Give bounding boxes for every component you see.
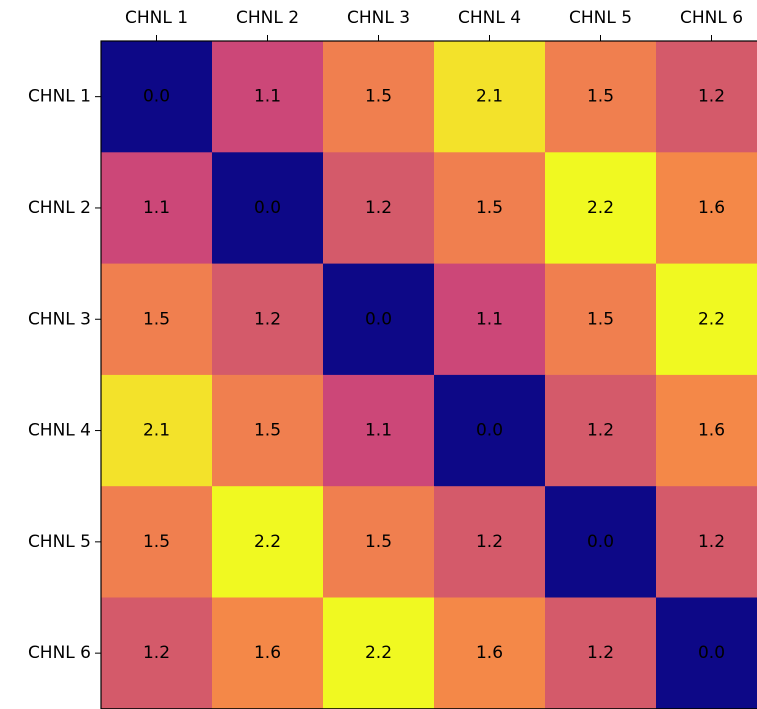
x-axis-ticks: CHNL 1 CHNL 2 CHNL 3 CHNL 4 CHNL 5 CHNL 6 [125, 8, 743, 41]
heatmap-cell-r5-c3 [323, 486, 435, 598]
heatmap-cell-r4-c3 [323, 374, 435, 487]
heatmap-cell-r5-c1 [101, 486, 213, 598]
x-tick-label-3: CHNL 3 [347, 8, 410, 28]
cell-value-label-r3-c3: 0.0 [365, 309, 392, 329]
cell-value-label-r4-c2: 1.5 [254, 421, 281, 441]
heatmap-cell-r2-c6 [656, 152, 757, 265]
y-tick-label-4: CHNL 4 [28, 421, 91, 441]
cell-value-label-r2-c4: 1.5 [476, 198, 503, 218]
heatmap-cell-r2-c2 [212, 152, 324, 265]
heatmap-cell-r1-c4 [434, 41, 546, 153]
y-tick-label-6: CHNL 6 [28, 643, 91, 663]
heatmap-cell-r4-c6 [656, 374, 757, 487]
x-tick-label-5: CHNL 5 [569, 8, 632, 28]
heatmap-cell-r3-c5 [545, 263, 657, 376]
heatmap-cell-r5-c4 [434, 486, 546, 598]
cell-value-label-r4-c6: 1.6 [698, 421, 725, 441]
cell-value-label-r6-c2: 1.6 [254, 643, 281, 663]
heatmap-cell-r1-c5 [545, 41, 657, 153]
cell-value-label-r1-c2: 1.1 [254, 87, 281, 107]
cell-value-label-r6-c5: 1.2 [587, 643, 614, 663]
heatmap-cell-r1-c6 [656, 41, 757, 153]
x-tick-label-6: CHNL 6 [680, 8, 743, 28]
heatmap-cell-r6-c5 [545, 597, 657, 709]
cell-value-label-r5-c3: 1.5 [365, 532, 392, 552]
cell-value-label-r2-c6: 1.6 [698, 198, 725, 218]
heatmap-cell-r6-c2 [212, 597, 324, 709]
heatmap-cell-r3-c1 [101, 263, 213, 376]
heatmap-cell-r5-c6 [656, 486, 757, 598]
cell-value-label-r5-c4: 1.2 [476, 532, 503, 552]
heatmap-cell-labels: 0.0 1.1 1.5 2.1 1.5 1.2 1.1 0.0 1.2 1.5 2.2 1.6 1.5 1… [143, 87, 725, 664]
heatmap-cell-r2-c5 [545, 152, 657, 265]
y-tick-label-1: CHNL 1 [28, 87, 91, 107]
cell-value-label-r3-c5: 1.5 [587, 309, 614, 329]
cell-value-label-r4-c3: 1.1 [365, 421, 392, 441]
heatmap-cell-r6-c4 [434, 597, 546, 709]
x-tick-label-1: CHNL 1 [125, 8, 188, 28]
heatmap-cell-r3-c4 [434, 263, 546, 376]
cell-value-label-r4-c4: 0.0 [476, 421, 503, 441]
cell-value-label-r2-c1: 1.1 [143, 198, 170, 218]
cell-value-label-r6-c6: 0.0 [698, 643, 725, 663]
heatmap-cell-r4-c5 [545, 374, 657, 487]
heatmap-cell-r2-c1 [101, 152, 213, 265]
heatmap-cell-r3-c6 [656, 263, 757, 376]
cell-value-label-r6-c1: 1.2 [143, 643, 170, 663]
heatmap-cell-r2-c3 [323, 152, 435, 265]
y-tick-label-5: CHNL 5 [28, 532, 91, 552]
heatmap-cell-r3-c2 [212, 263, 324, 376]
heatmap-cell-r4-c2 [212, 374, 324, 487]
cell-value-label-r4-c5: 1.2 [587, 421, 614, 441]
cell-value-label-r1-c5: 1.5 [587, 87, 614, 107]
cell-value-label-r6-c4: 1.6 [476, 643, 503, 663]
y-tick-label-2: CHNL 2 [28, 198, 91, 218]
heatmap-cell-r3-c3 [323, 263, 435, 376]
y-axis-ticks: CHNL 1 CHNL 2 CHNL 3 CHNL 4 CHNL 5 CHNL 6 [28, 87, 101, 663]
cell-value-label-r1-c6: 1.2 [698, 87, 725, 107]
heatmap-cell-r4-c4 [434, 374, 546, 487]
heatmap-cell-r5-c2 [212, 486, 324, 598]
cell-value-label-r2-c2: 0.0 [254, 198, 281, 218]
cell-value-label-r5-c1: 1.5 [143, 532, 170, 552]
cell-value-label-r1-c3: 1.5 [365, 87, 392, 107]
heatmap-cell-r1-c3 [323, 41, 435, 153]
heatmap-cell-r2-c4 [434, 152, 546, 265]
heatmap-cell-r6-c6 [656, 597, 757, 709]
heatmap-cells [101, 41, 757, 709]
heatmap-cell-r1-c1 [101, 41, 213, 153]
heatmap-cell-r6-c3 [323, 597, 435, 709]
heatmap-cell-r1-c2 [212, 41, 324, 153]
cell-value-label-r1-c1: 0.0 [143, 87, 170, 107]
cell-value-label-r3-c2: 1.2 [254, 309, 281, 329]
heatmap-cell-r4-c1 [101, 374, 213, 487]
cell-value-label-r6-c3: 2.2 [365, 643, 392, 663]
heatmap-cell-r5-c5 [545, 486, 657, 598]
cell-value-label-r2-c5: 2.2 [587, 198, 614, 218]
cell-value-label-r5-c5: 0.0 [587, 532, 614, 552]
x-tick-label-2: CHNL 2 [236, 8, 299, 28]
y-tick-label-3: CHNL 3 [28, 309, 91, 329]
cell-value-label-r5-c6: 1.2 [698, 532, 725, 552]
cell-value-label-r2-c3: 1.2 [365, 198, 392, 218]
cell-value-label-r3-c4: 1.1 [476, 309, 503, 329]
cell-value-label-r4-c1: 2.1 [143, 421, 170, 441]
cell-value-label-r5-c2: 2.2 [254, 532, 281, 552]
cell-value-label-r3-c1: 1.5 [143, 309, 170, 329]
cell-value-label-r3-c6: 2.2 [698, 309, 725, 329]
cell-value-label-r1-c4: 2.1 [476, 87, 503, 107]
x-tick-label-4: CHNL 4 [458, 8, 521, 28]
heatmap-cell-r6-c1 [101, 597, 213, 709]
